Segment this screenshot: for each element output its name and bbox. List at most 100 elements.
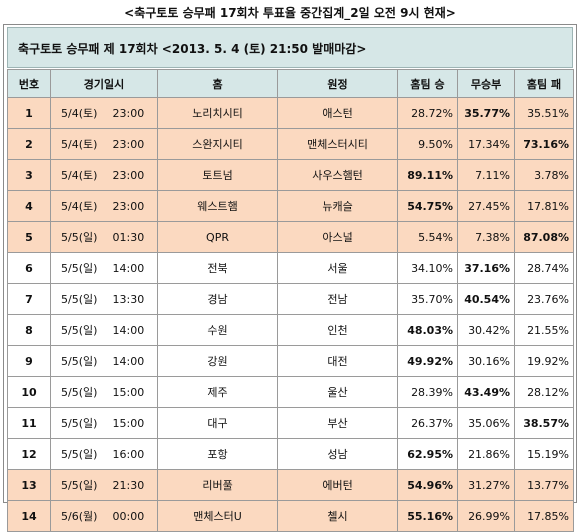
column-header-win: 홈팀 승 [397, 69, 459, 98]
match-time: 13:30 [112, 283, 159, 315]
table-row: 6 5/5(일) 14:00 전북 서울 34.10% 37.16% 28.74% [7, 252, 575, 284]
table-row: 7 5/5(일) 13:30 경남 전남 35.70% 40.54% 23.76% [7, 283, 575, 315]
home-team: QPR [157, 221, 279, 253]
row-number: 10 [7, 376, 51, 408]
home-lose-rate: 19.92% [514, 345, 575, 377]
match-date: 5/5(일) [50, 345, 113, 377]
home-team: 리버풀 [157, 469, 279, 501]
match-date: 5/5(일) [50, 283, 113, 315]
home-team: 토트넘 [157, 159, 279, 191]
match-date: 5/5(일) [50, 221, 113, 253]
draw-rate: 30.42% [457, 314, 516, 346]
table-row: 13 5/5(일) 21:30 리버풀 에버턴 54.96% 31.27% 13.77% [7, 469, 575, 501]
away-team: 서울 [277, 252, 399, 284]
away-team: 에버턴 [277, 469, 399, 501]
match-time: 14:00 [112, 314, 159, 346]
home-win-rate: 5.54% [397, 221, 459, 253]
home-lose-rate: 3.78% [514, 159, 575, 191]
home-lose-rate: 87.08% [514, 221, 575, 253]
home-win-rate: 62.95% [397, 438, 459, 470]
away-team: 인천 [277, 314, 399, 346]
table-body: 1 5/4(토) 23:00 노리치시티 애스턴 28.72% 35.77% 35.51% 2 5… [7, 97, 575, 532]
home-lose-rate: 17.85% [514, 500, 575, 532]
column-header-lose: 홈팀 패 [514, 69, 575, 98]
draw-rate: 7.38% [457, 221, 516, 253]
match-time: 01:30 [112, 221, 159, 253]
match-date: 5/5(일) [50, 314, 113, 346]
row-number: 2 [7, 128, 51, 160]
column-header-home: 홈 [157, 69, 279, 98]
draw-rate: 40.54% [457, 283, 516, 315]
home-lose-rate: 35.51% [514, 97, 575, 129]
table-row: 3 5/4(토) 23:00 토트넘 사우스햄턴 89.11% 7.11% 3.78% [7, 159, 575, 191]
vote-rate-table: 번호 경기일시 홈 원정 홈팀 승 무승부 홈팀 패 1 5/4(토) 23:00 노… [7, 69, 575, 532]
away-team: 울산 [277, 376, 399, 408]
home-lose-rate: 28.12% [514, 376, 575, 408]
home-team: 강원 [157, 345, 279, 377]
home-team: 전북 [157, 252, 279, 284]
draw-rate: 31.27% [457, 469, 516, 501]
column-header-no: 번호 [7, 69, 51, 98]
home-lose-rate: 38.57% [514, 407, 575, 439]
column-header-draw: 무승부 [457, 69, 516, 98]
draw-rate: 26.99% [457, 500, 516, 532]
home-win-rate: 48.03% [397, 314, 459, 346]
home-team: 노리치시티 [157, 97, 279, 129]
home-team: 제주 [157, 376, 279, 408]
row-number: 3 [7, 159, 51, 191]
away-team: 사우스햄턴 [277, 159, 399, 191]
draw-rate: 27.45% [457, 190, 516, 222]
column-header-schedule: 경기일시 [49, 69, 159, 98]
home-team: 스완지시티 [157, 128, 279, 160]
match-time: 15:00 [112, 407, 159, 439]
match-date: 5/5(일) [50, 252, 113, 284]
round-header-text: 축구토토 승무패 제 17회차 <2013. 5. 4 (토) 21:50 발매… [18, 42, 367, 56]
match-time: 23:00 [112, 190, 159, 222]
match-date: 5/5(일) [50, 469, 113, 501]
match-date: 5/6(월) [50, 500, 113, 532]
table-header-row: 번호 경기일시 홈 원정 홈팀 승 무승부 홈팀 패 [7, 69, 575, 98]
row-number: 12 [7, 438, 51, 470]
draw-rate: 30.16% [457, 345, 516, 377]
home-lose-rate: 13.77% [514, 469, 575, 501]
home-lose-rate: 28.74% [514, 252, 575, 284]
row-number: 6 [7, 252, 51, 284]
home-team: 포항 [157, 438, 279, 470]
row-number: 14 [7, 500, 51, 532]
match-time: 00:00 [112, 500, 159, 532]
match-time: 23:00 [112, 128, 159, 160]
match-time: 14:00 [112, 252, 159, 284]
home-win-rate: 55.16% [397, 500, 459, 532]
draw-rate: 7.11% [457, 159, 516, 191]
match-date: 5/5(일) [50, 376, 113, 408]
column-header-away: 원정 [277, 69, 399, 98]
away-team: 애스턴 [277, 97, 399, 129]
match-date: 5/5(일) [50, 438, 113, 470]
home-lose-rate: 23.76% [514, 283, 575, 315]
row-number: 7 [7, 283, 51, 315]
draw-rate: 17.34% [457, 128, 516, 160]
match-time: 14:00 [112, 345, 159, 377]
row-number: 9 [7, 345, 51, 377]
table-row: 5 5/5(일) 01:30 QPR 아스널 5.54% 7.38% 87.08% [7, 221, 575, 253]
home-team: 대구 [157, 407, 279, 439]
table-row: 9 5/5(일) 14:00 강원 대전 49.92% 30.16% 19.92% [7, 345, 575, 377]
away-team: 첼시 [277, 500, 399, 532]
home-win-rate: 89.11% [397, 159, 459, 191]
results-frame: 축구토토 승무패 제 17회차 <2013. 5. 4 (토) 21:50 발매… [3, 24, 577, 532]
home-win-rate: 54.96% [397, 469, 459, 501]
match-date: 5/4(토) [50, 128, 113, 160]
table-row: 12 5/5(일) 16:00 포항 성남 62.95% 21.86% 15.19% [7, 438, 575, 470]
home-win-rate: 34.10% [397, 252, 459, 284]
page-title: <축구토토 승무패 17회차 투표율 중간집계_2일 오전 9시 현재> [124, 6, 456, 20]
match-time: 15:00 [112, 376, 159, 408]
match-date: 5/4(토) [50, 190, 113, 222]
home-team: 경남 [157, 283, 279, 315]
home-team: 맨체스터U [157, 500, 279, 532]
table-row: 4 5/4(토) 23:00 웨스트햄 뉴캐슬 54.75% 27.45% 17.81% [7, 190, 575, 222]
home-team: 수원 [157, 314, 279, 346]
draw-rate: 21.86% [457, 438, 516, 470]
match-time: 23:00 [112, 97, 159, 129]
home-win-rate: 26.37% [397, 407, 459, 439]
table-row: 14 5/6(월) 00:00 맨체스터U 첼시 55.16% 26.99% 17.85% [7, 500, 575, 532]
